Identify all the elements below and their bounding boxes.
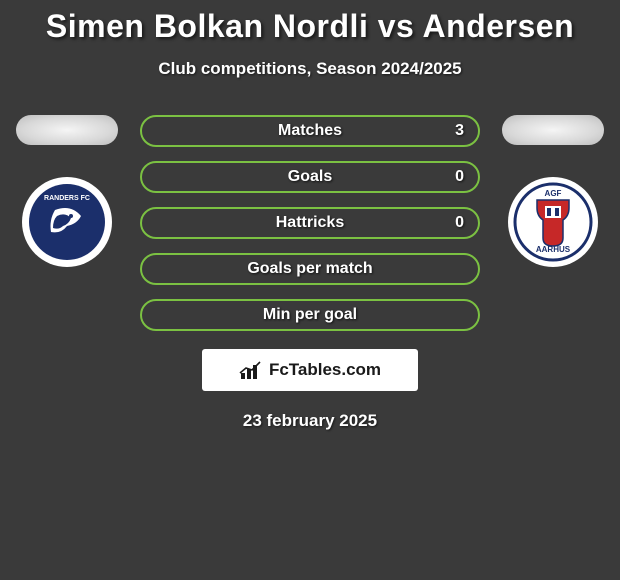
stat-row-goals-per-match: Goals per match: [140, 253, 480, 285]
right-player-avatar: [502, 115, 604, 145]
left-player-column: RANDERS FC: [12, 115, 122, 267]
stat-row-goals: Goals 0: [140, 161, 480, 193]
randers-fc-logo-icon: RANDERS FC: [27, 182, 107, 262]
brand-text: FcTables.com: [269, 360, 381, 380]
comparison-layout: RANDERS FC Matches 3 Goals 0 Hattricks 0: [0, 115, 620, 331]
page-title: Simen Bolkan Nordli vs Andersen: [0, 8, 620, 45]
stat-right-value: 3: [455, 122, 464, 140]
brand-watermark[interactable]: FcTables.com: [202, 349, 418, 391]
stat-row-hattricks: Hattricks 0: [140, 207, 480, 239]
date-text: 23 february 2025: [0, 411, 620, 431]
svg-text:RANDERS FC: RANDERS FC: [44, 195, 90, 202]
stats-list: Matches 3 Goals 0 Hattricks 0 Goals per …: [140, 115, 480, 331]
comparison-card: Simen Bolkan Nordli vs Andersen Club com…: [0, 0, 620, 431]
subtitle: Club competitions, Season 2024/2025: [0, 59, 620, 79]
bar-chart-icon: [239, 359, 263, 381]
right-player-column: AARHUS AGF: [498, 115, 608, 267]
stat-label: Hattricks: [276, 214, 344, 232]
svg-text:AGF: AGF: [545, 189, 562, 198]
svg-text:AARHUS: AARHUS: [536, 245, 571, 254]
left-club-badge: RANDERS FC: [22, 177, 112, 267]
stat-label: Goals per match: [247, 260, 372, 278]
agf-aarhus-logo-icon: AARHUS AGF: [513, 182, 593, 262]
stat-right-value: 0: [455, 168, 464, 186]
stat-label: Goals: [288, 168, 332, 186]
stat-label: Matches: [278, 122, 342, 140]
right-club-badge: AARHUS AGF: [508, 177, 598, 267]
stat-row-matches: Matches 3: [140, 115, 480, 147]
stat-right-value: 0: [455, 214, 464, 232]
stat-row-min-per-goal: Min per goal: [140, 299, 480, 331]
left-player-avatar: [16, 115, 118, 145]
stat-label: Min per goal: [263, 306, 357, 324]
